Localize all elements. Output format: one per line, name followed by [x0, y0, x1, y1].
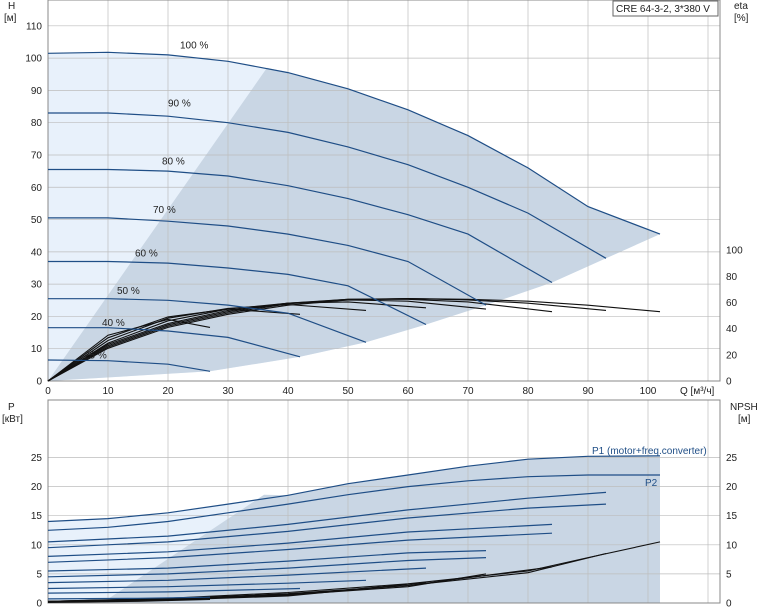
p-tick-label: 25 — [31, 453, 43, 464]
y-tick-label: 60 — [31, 183, 43, 194]
npsh-tick-label: 10 — [726, 540, 738, 551]
p-tick-label: 10 — [31, 540, 43, 551]
head-curve — [48, 260, 427, 326]
y-tick-label: 90 — [31, 86, 43, 97]
power-npsh-plot: P1 (motor+freq.converter) P2 0 5 10 15 20 25 0 5 1… — [31, 399, 738, 610]
eta-tick-label: 100 — [726, 246, 743, 257]
head-curve — [47, 51, 661, 235]
speed-label: 25 % — [84, 350, 107, 361]
power-curve — [47, 491, 607, 543]
y-right-axis-name: eta — [734, 1, 748, 12]
y-tick-label: 30 — [31, 280, 43, 291]
speed-label: 50 % — [117, 286, 140, 297]
y-tick-label: 70 — [31, 150, 43, 161]
y-right-axis-unit: [%] — [734, 13, 749, 24]
y-tick-label: 100 — [25, 54, 42, 65]
plot-frame — [47, 399, 721, 604]
head-curve — [48, 217, 487, 306]
power-region-dark — [102, 455, 660, 603]
speed-label: 40 % — [102, 318, 125, 329]
power-curve — [47, 596, 211, 600]
speed-label: 80 % — [162, 157, 185, 168]
p-tick-label: 5 — [36, 569, 42, 580]
eta-tick-label: 80 — [726, 272, 738, 283]
y-tick-label: 80 — [31, 118, 43, 129]
npsh-tick-label: 0 — [726, 599, 732, 610]
x-tick-label: 90 — [582, 386, 594, 397]
efficiency-curve — [47, 308, 301, 382]
y-tick-label: 20 — [31, 312, 43, 323]
x-tick-label: 80 — [522, 386, 534, 397]
p2-label: P2 — [645, 478, 658, 489]
efficiency-curve — [47, 318, 211, 382]
y-tick-label: 40 — [31, 247, 43, 258]
npsh-tick-label: 20 — [726, 482, 738, 493]
power-curve — [47, 579, 367, 590]
head-curve — [48, 298, 367, 343]
x-tick-label: 20 — [162, 386, 174, 397]
eta-tick-label: 60 — [726, 298, 738, 309]
head-curve — [48, 168, 553, 284]
chart-title: CRE 64-3-2, 3*380 V — [616, 4, 710, 15]
eta-tick-label: 20 — [726, 350, 738, 361]
speed-label: 90 % — [168, 99, 191, 110]
x-tick-label: 0 — [45, 386, 51, 397]
p-axis-name: P — [8, 402, 15, 413]
power-curve — [47, 532, 553, 563]
head-curve — [48, 327, 301, 358]
title-box — [612, 0, 719, 17]
x-tick-label: 50 — [342, 386, 354, 397]
y-tick-label: 110 — [26, 21, 42, 32]
power-curve — [47, 567, 427, 584]
x-axis-label: Q [м³/ч] — [680, 386, 715, 397]
y-tick-label: 50 — [31, 215, 43, 226]
head-curve — [48, 112, 607, 259]
eta-tick-label: 40 — [726, 324, 738, 335]
head-curve — [47, 359, 211, 372]
x-tick-label: 30 — [222, 386, 234, 397]
power-curve — [47, 503, 607, 549]
x-tick-label: 100 — [640, 386, 657, 397]
speed-label: 60 % — [135, 249, 158, 260]
speed-label: 70 % — [153, 205, 176, 216]
power-curve — [47, 474, 660, 531]
npsh-curve — [47, 598, 211, 603]
p-axis-unit: [кВт] — [2, 414, 23, 425]
x-tick-label: 40 — [282, 386, 294, 397]
power-curve — [47, 523, 553, 557]
power-curve — [47, 455, 661, 523]
y-tick-label: 0 — [36, 377, 42, 388]
head-efficiency-plot: 100 % 90 % 80 % 70 % 60 % 50 % 40 % 25 % 0 10 20 30… — [25, 0, 743, 397]
y-tick-label: 10 — [31, 344, 43, 355]
y-left-axis-name: H — [8, 1, 15, 12]
npsh-tick-label: 15 — [726, 511, 738, 522]
x-tick-label: 70 — [462, 386, 474, 397]
x-tick-label: 10 — [102, 386, 114, 397]
npsh-tick-label: 25 — [726, 453, 738, 464]
power-curve — [47, 557, 487, 578]
p1-label: P1 (motor+freq.converter) — [592, 446, 707, 457]
x-tick-label: 60 — [402, 386, 414, 397]
plot-frame — [47, 0, 721, 382]
npsh-axis-unit: [м] — [738, 414, 751, 425]
npsh-axis-name: NPSH — [730, 402, 758, 413]
npsh-tick-label: 5 — [726, 569, 732, 580]
p-tick-label: 20 — [31, 482, 43, 493]
speed-label: 100 % — [180, 40, 208, 51]
eta-tick-label: 0 — [726, 377, 732, 388]
p-tick-label: 15 — [31, 511, 43, 522]
power-curve — [47, 550, 487, 572]
p-tick-label: 0 — [36, 599, 42, 610]
power-curve — [47, 587, 301, 594]
y-left-axis-unit: [м] — [4, 13, 17, 24]
